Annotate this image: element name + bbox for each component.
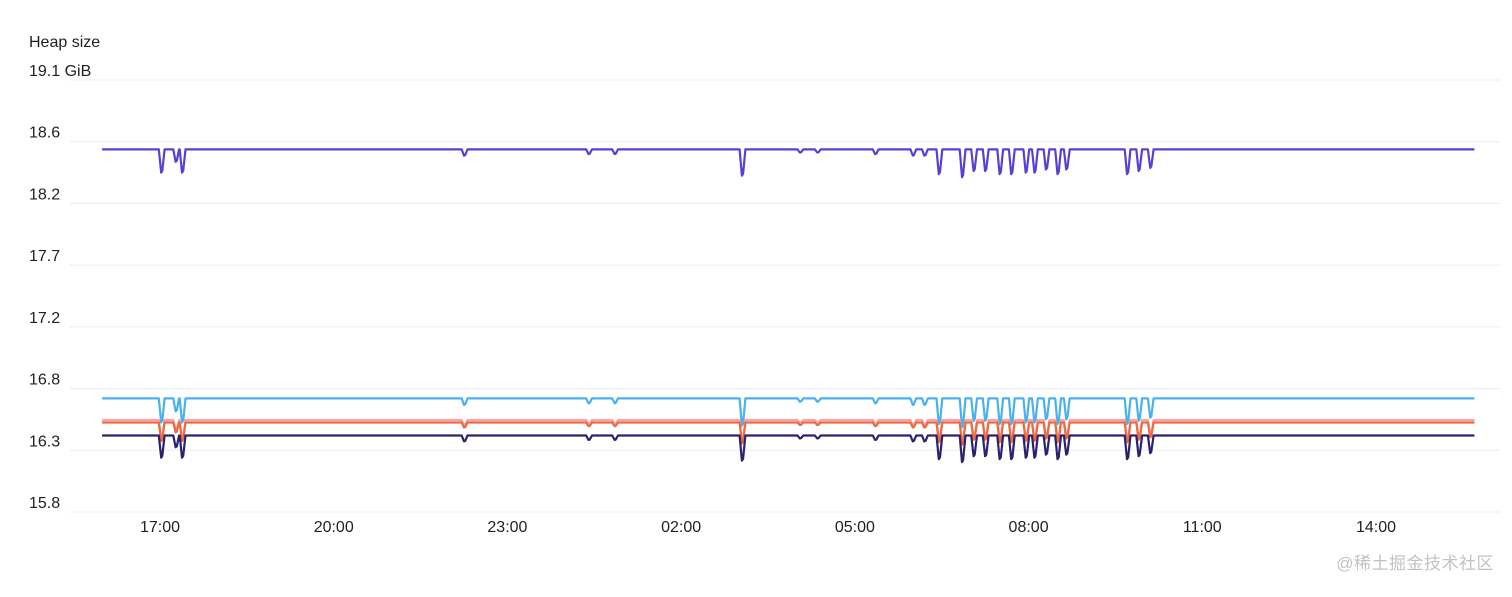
y-tick-label: 18.6	[29, 125, 60, 142]
y-tick-label: 18.2	[29, 186, 60, 203]
y-tick-label: 17.7	[29, 248, 60, 265]
x-tick-label: 05:00	[835, 519, 875, 536]
x-tick-label: 02:00	[661, 519, 701, 536]
y-tick-label: 17.2	[29, 310, 60, 327]
series-line-2	[102, 397, 1475, 429]
x-tick-label: 14:00	[1356, 519, 1396, 536]
series-line-4	[102, 421, 1475, 446]
y-tick-label: 19.1 GiB	[29, 63, 91, 80]
series-lines	[102, 148, 1475, 464]
x-tick-label: 17:00	[140, 519, 180, 536]
watermark-text: @稀土掘金技术社区	[1336, 554, 1494, 573]
y-tick-label: 16.8	[29, 372, 60, 389]
series-line-1	[102, 148, 1475, 179]
x-tick-label: 20:00	[314, 519, 354, 536]
grid-lines	[70, 79, 1500, 513]
y-tick-labels: 19.1 GiB 18.6 18.2 17.7 17.2 16.8 16.3 15.8	[29, 63, 91, 512]
y-axis-title: Heap size	[29, 34, 101, 51]
series-line-5	[102, 434, 1475, 464]
x-tick-labels: 17:00 20:00 23:00 02:00 05:00 08:00 11:00 14:00	[140, 519, 1396, 536]
x-tick-label: 11:00	[1183, 519, 1222, 536]
y-tick-label: 16.3	[29, 433, 60, 450]
y-tick-label: 15.8	[29, 495, 60, 512]
x-tick-label: 23:00	[487, 519, 527, 536]
x-tick-label: 08:00	[1009, 519, 1049, 536]
